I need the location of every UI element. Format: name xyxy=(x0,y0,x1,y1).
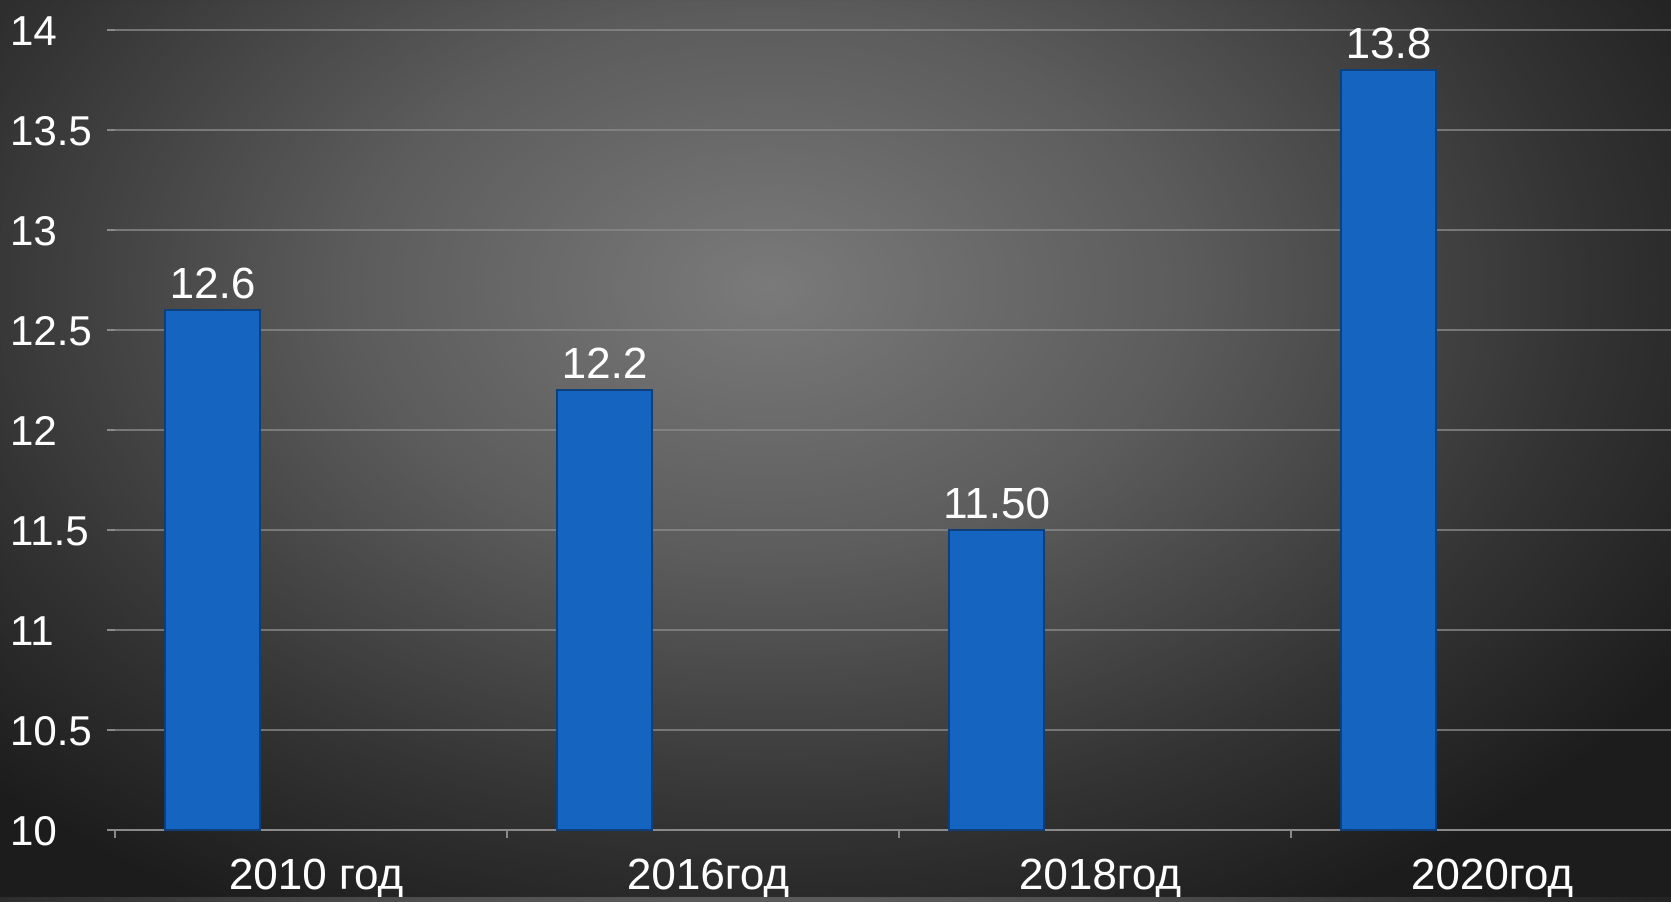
x-category-label: 2020год xyxy=(1411,850,1573,897)
data-label: 11.50 xyxy=(943,479,1050,528)
data-label: 12.2 xyxy=(562,339,648,388)
x-category-label: 2010 год xyxy=(229,850,403,897)
y-tick-label: 12 xyxy=(10,407,57,454)
y-tick-label: 13.5 xyxy=(10,107,92,154)
x-category-label: 2016год xyxy=(627,850,789,897)
y-tick-label: 12.5 xyxy=(10,307,92,354)
y-tick-label: 11.5 xyxy=(10,507,89,554)
bar xyxy=(948,529,1045,831)
bar xyxy=(164,309,261,831)
x-category-label: 2018год xyxy=(1019,850,1181,897)
y-tick-label: 10 xyxy=(10,807,57,854)
data-label: 12.6 xyxy=(170,259,256,308)
y-tick-label: 11 xyxy=(10,607,54,654)
y-tick-label: 10.5 xyxy=(10,707,92,754)
y-tick-label: 13 xyxy=(10,207,57,254)
bar xyxy=(1340,69,1437,831)
y-tick-label: 14 xyxy=(10,7,57,54)
data-label: 13.8 xyxy=(1346,19,1432,68)
bar xyxy=(556,389,653,831)
